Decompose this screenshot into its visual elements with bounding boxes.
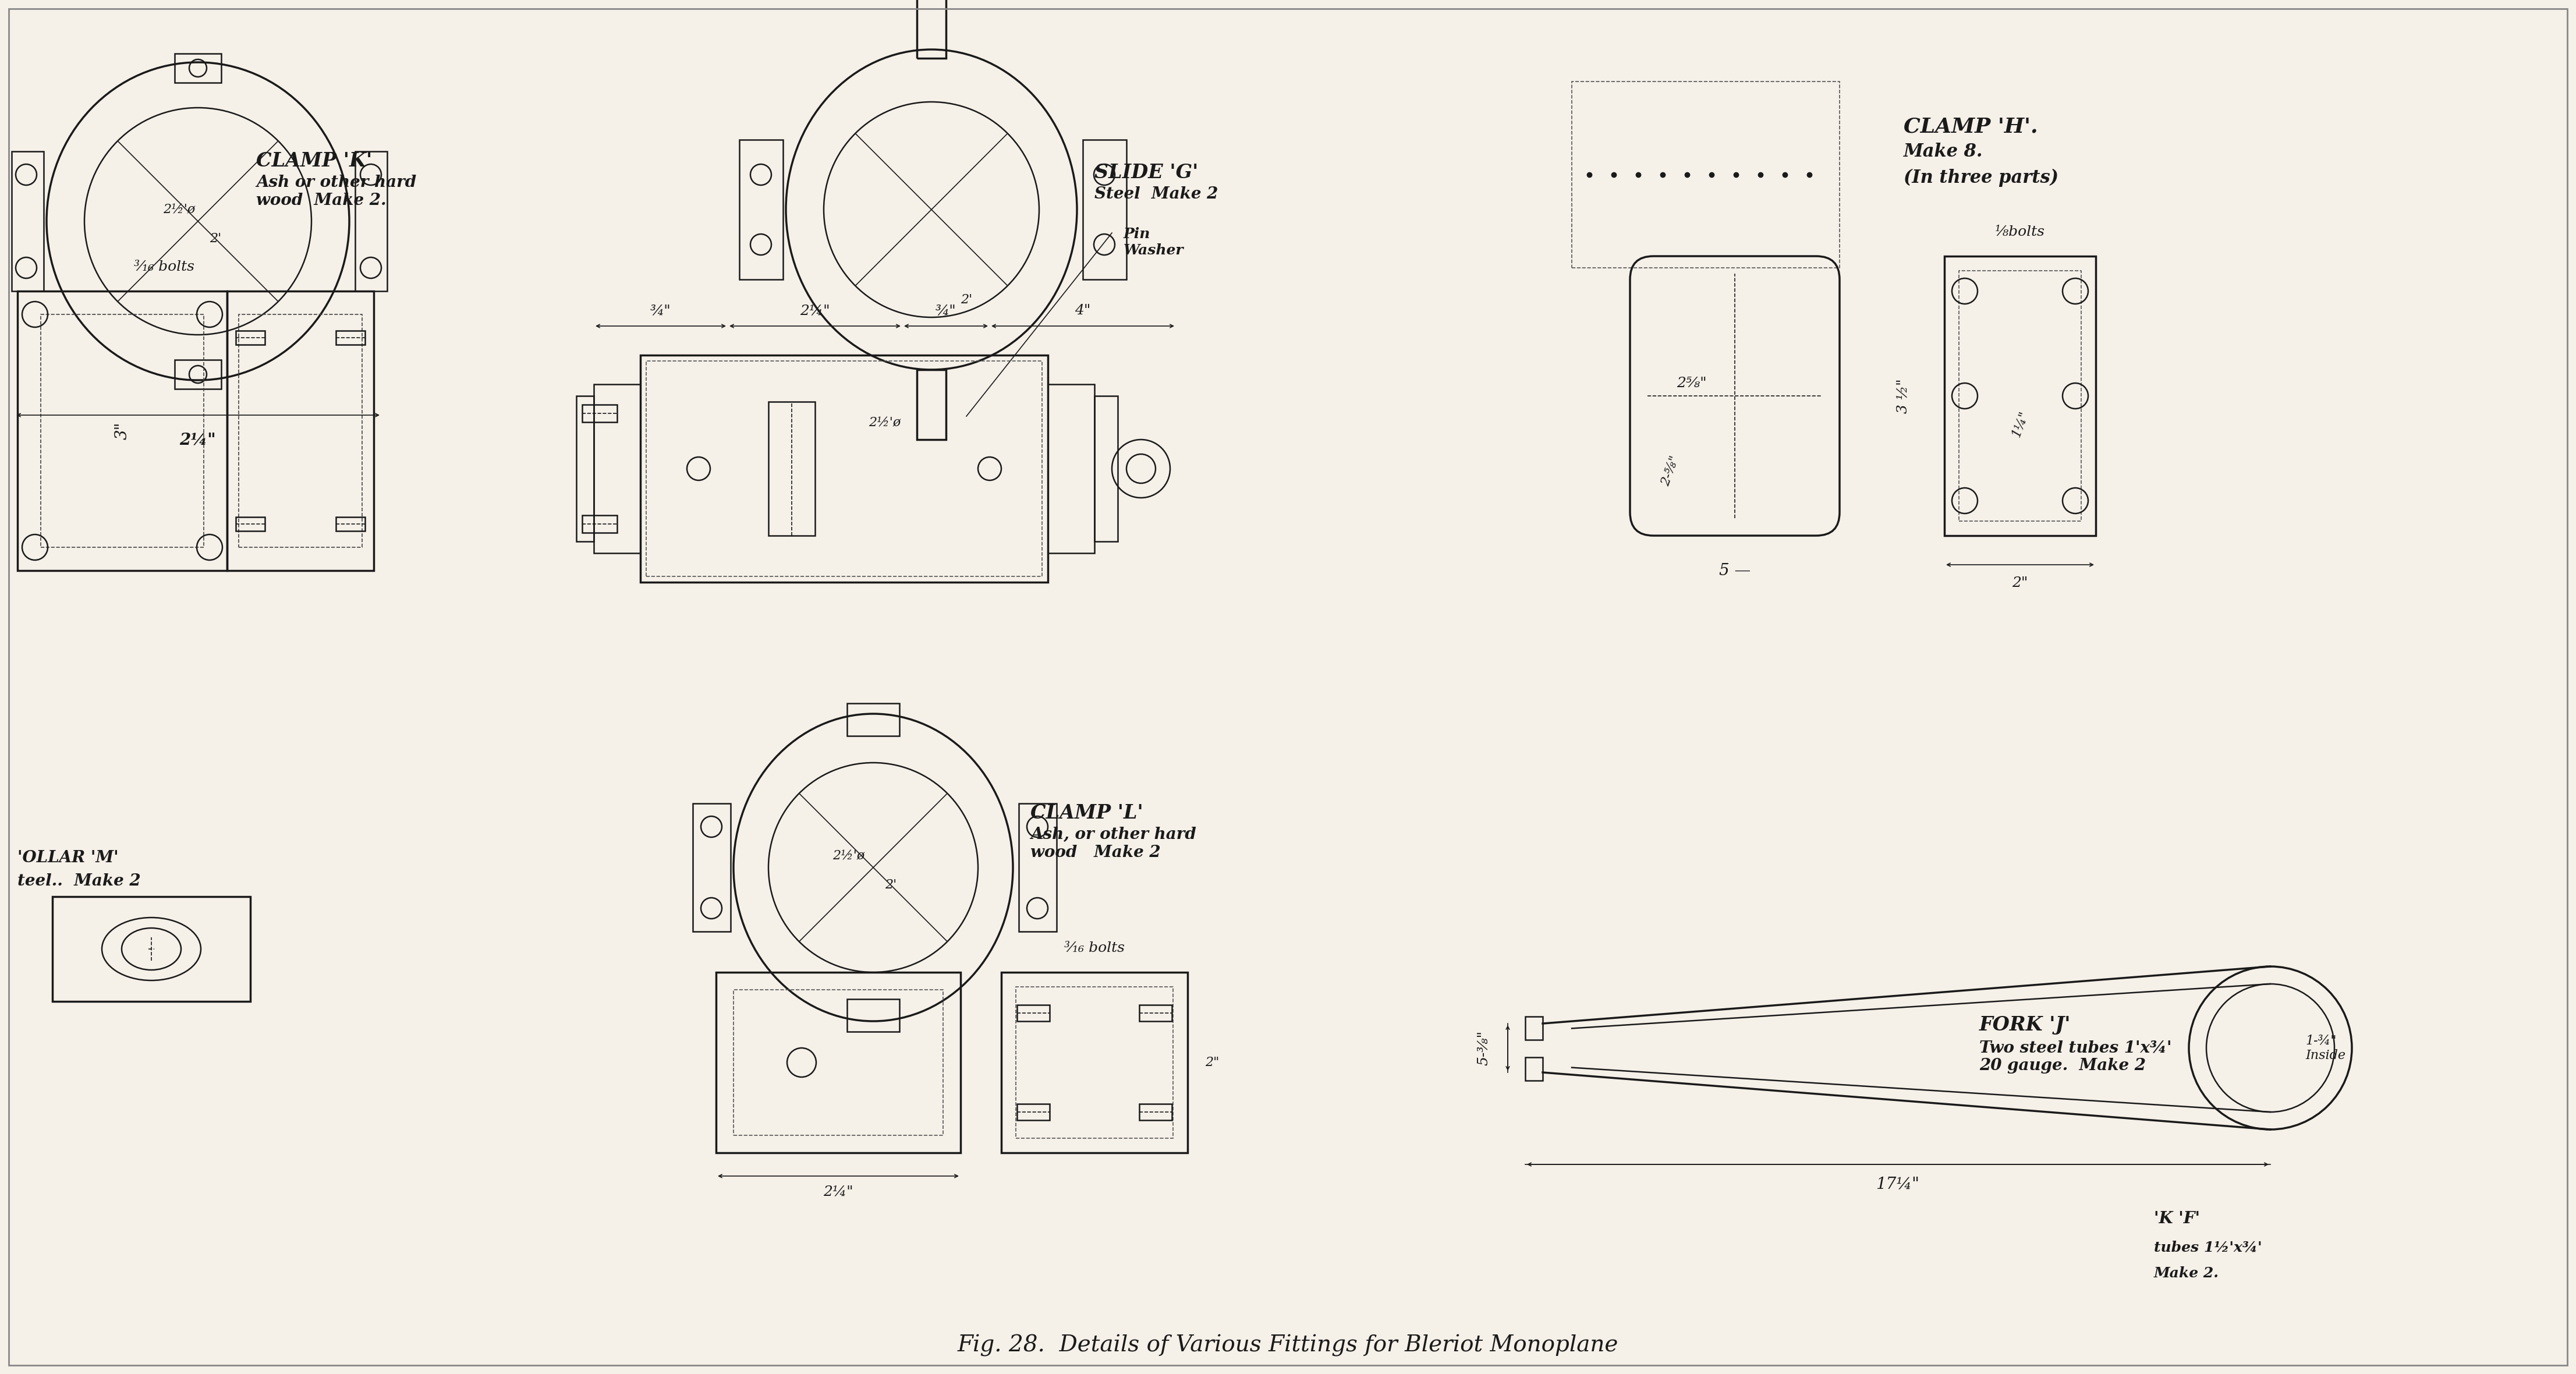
Bar — [641, 354, 1048, 583]
Bar — [1082, 140, 1126, 279]
Bar — [1139, 1103, 1172, 1120]
Text: 'K 'F': 'K 'F' — [2154, 1210, 2200, 1227]
Text: 2⅝": 2⅝" — [1677, 376, 1708, 390]
Text: 1¼": 1¼" — [2009, 409, 2030, 438]
Bar — [734, 989, 943, 1135]
Bar — [768, 401, 814, 536]
Text: FORK 'J': FORK 'J' — [1978, 1015, 2071, 1035]
Bar — [240, 315, 363, 547]
Text: 2': 2' — [886, 878, 896, 892]
Bar — [1018, 1004, 1048, 1021]
Bar — [1018, 804, 1056, 932]
Bar — [1958, 271, 2081, 521]
Bar — [1945, 256, 2097, 536]
Bar — [848, 999, 899, 1032]
Bar — [237, 517, 265, 530]
Bar — [175, 360, 222, 389]
Bar — [917, 0, 945, 58]
Text: Make 8.: Make 8. — [1904, 143, 1984, 161]
Bar — [848, 703, 899, 736]
Text: ¾": ¾" — [935, 304, 956, 317]
Bar — [335, 517, 366, 530]
Bar — [582, 515, 618, 533]
Text: 3 ½": 3 ½" — [1896, 379, 1909, 414]
Text: 17¼": 17¼" — [1875, 1176, 1919, 1191]
Text: 2": 2" — [2012, 576, 2027, 589]
Text: ¾": ¾" — [649, 304, 672, 317]
Text: teel..  Make 2: teel.. Make 2 — [18, 874, 142, 889]
Bar — [41, 315, 204, 547]
Text: 1-¾"
Inside: 1-¾" Inside — [2306, 1035, 2347, 1062]
Bar — [355, 151, 386, 291]
Bar — [739, 140, 783, 279]
Bar — [1002, 973, 1188, 1153]
Text: Steel  Make 2: Steel Make 2 — [1095, 187, 1218, 202]
Bar — [1525, 1057, 1543, 1080]
Text: CLAMP 'K': CLAMP 'K' — [255, 151, 371, 170]
Text: tubes 1½'x¾': tubes 1½'x¾' — [2154, 1241, 2262, 1254]
Bar — [1048, 385, 1095, 554]
Bar — [595, 385, 641, 554]
Text: 2½'ø: 2½'ø — [832, 849, 866, 863]
Bar — [18, 291, 227, 570]
Bar — [335, 331, 366, 345]
Bar — [1525, 1017, 1543, 1040]
Bar — [52, 897, 250, 1002]
Text: SLIDE 'G': SLIDE 'G' — [1095, 164, 1198, 183]
Bar — [1571, 81, 1839, 268]
Bar — [716, 973, 961, 1153]
Text: 2': 2' — [961, 294, 971, 306]
Bar — [1139, 1004, 1172, 1021]
Text: Two steel tubes 1'x¾'
20 gauge.  Make 2: Two steel tubes 1'x¾' 20 gauge. Make 2 — [1978, 1040, 2172, 1073]
Bar — [1018, 1103, 1048, 1120]
Text: CLAMP 'L': CLAMP 'L' — [1030, 804, 1144, 823]
Text: Pin
Washer: Pin Washer — [1123, 227, 1185, 257]
Bar — [227, 291, 374, 570]
Text: 2': 2' — [209, 232, 222, 245]
Text: 2-⅝": 2-⅝" — [1659, 455, 1682, 488]
Text: ³⁄₁₆ bolts: ³⁄₁₆ bolts — [1064, 941, 1126, 955]
Text: 2½'ø: 2½'ø — [868, 416, 902, 429]
Bar — [1095, 396, 1118, 541]
Text: 2½'ø: 2½'ø — [162, 203, 196, 216]
Text: (In three parts): (In three parts) — [1904, 169, 2058, 187]
Text: 2¼": 2¼" — [824, 1184, 853, 1198]
Text: 2¼": 2¼" — [801, 304, 829, 317]
Text: 3": 3" — [113, 422, 131, 440]
Text: 4": 4" — [1074, 304, 1090, 317]
Text: 2": 2" — [1206, 1057, 1218, 1069]
Bar — [1015, 987, 1172, 1138]
Text: ¹⁄₈bolts: ¹⁄₈bolts — [1994, 225, 2045, 239]
Text: 5 —: 5 — — [1718, 563, 1752, 578]
Bar — [917, 370, 945, 440]
Bar — [237, 331, 265, 345]
Text: Ash, or other hard
wood   Make 2: Ash, or other hard wood Make 2 — [1030, 827, 1195, 860]
Text: 2¼": 2¼" — [180, 433, 216, 448]
Text: Fig. 28.  Details of Various Fittings for Bleriot Monoplane: Fig. 28. Details of Various Fittings for… — [958, 1334, 1618, 1356]
Text: Make 2.: Make 2. — [2154, 1267, 2218, 1281]
Text: 5-⅜": 5-⅜" — [1476, 1030, 1492, 1065]
Bar — [577, 396, 595, 541]
Bar — [647, 361, 1043, 576]
Text: 'OLLAR 'M': 'OLLAR 'M' — [18, 851, 118, 866]
Bar — [582, 404, 618, 422]
Bar — [13, 151, 44, 291]
Bar — [693, 804, 732, 932]
Bar — [175, 54, 222, 82]
Text: CLAMP 'H'.: CLAMP 'H'. — [1904, 117, 2038, 136]
Text: Ash or other hard
wood  Make 2.: Ash or other hard wood Make 2. — [255, 174, 417, 209]
Text: ³⁄₁₆ bolts: ³⁄₁₆ bolts — [134, 260, 193, 273]
